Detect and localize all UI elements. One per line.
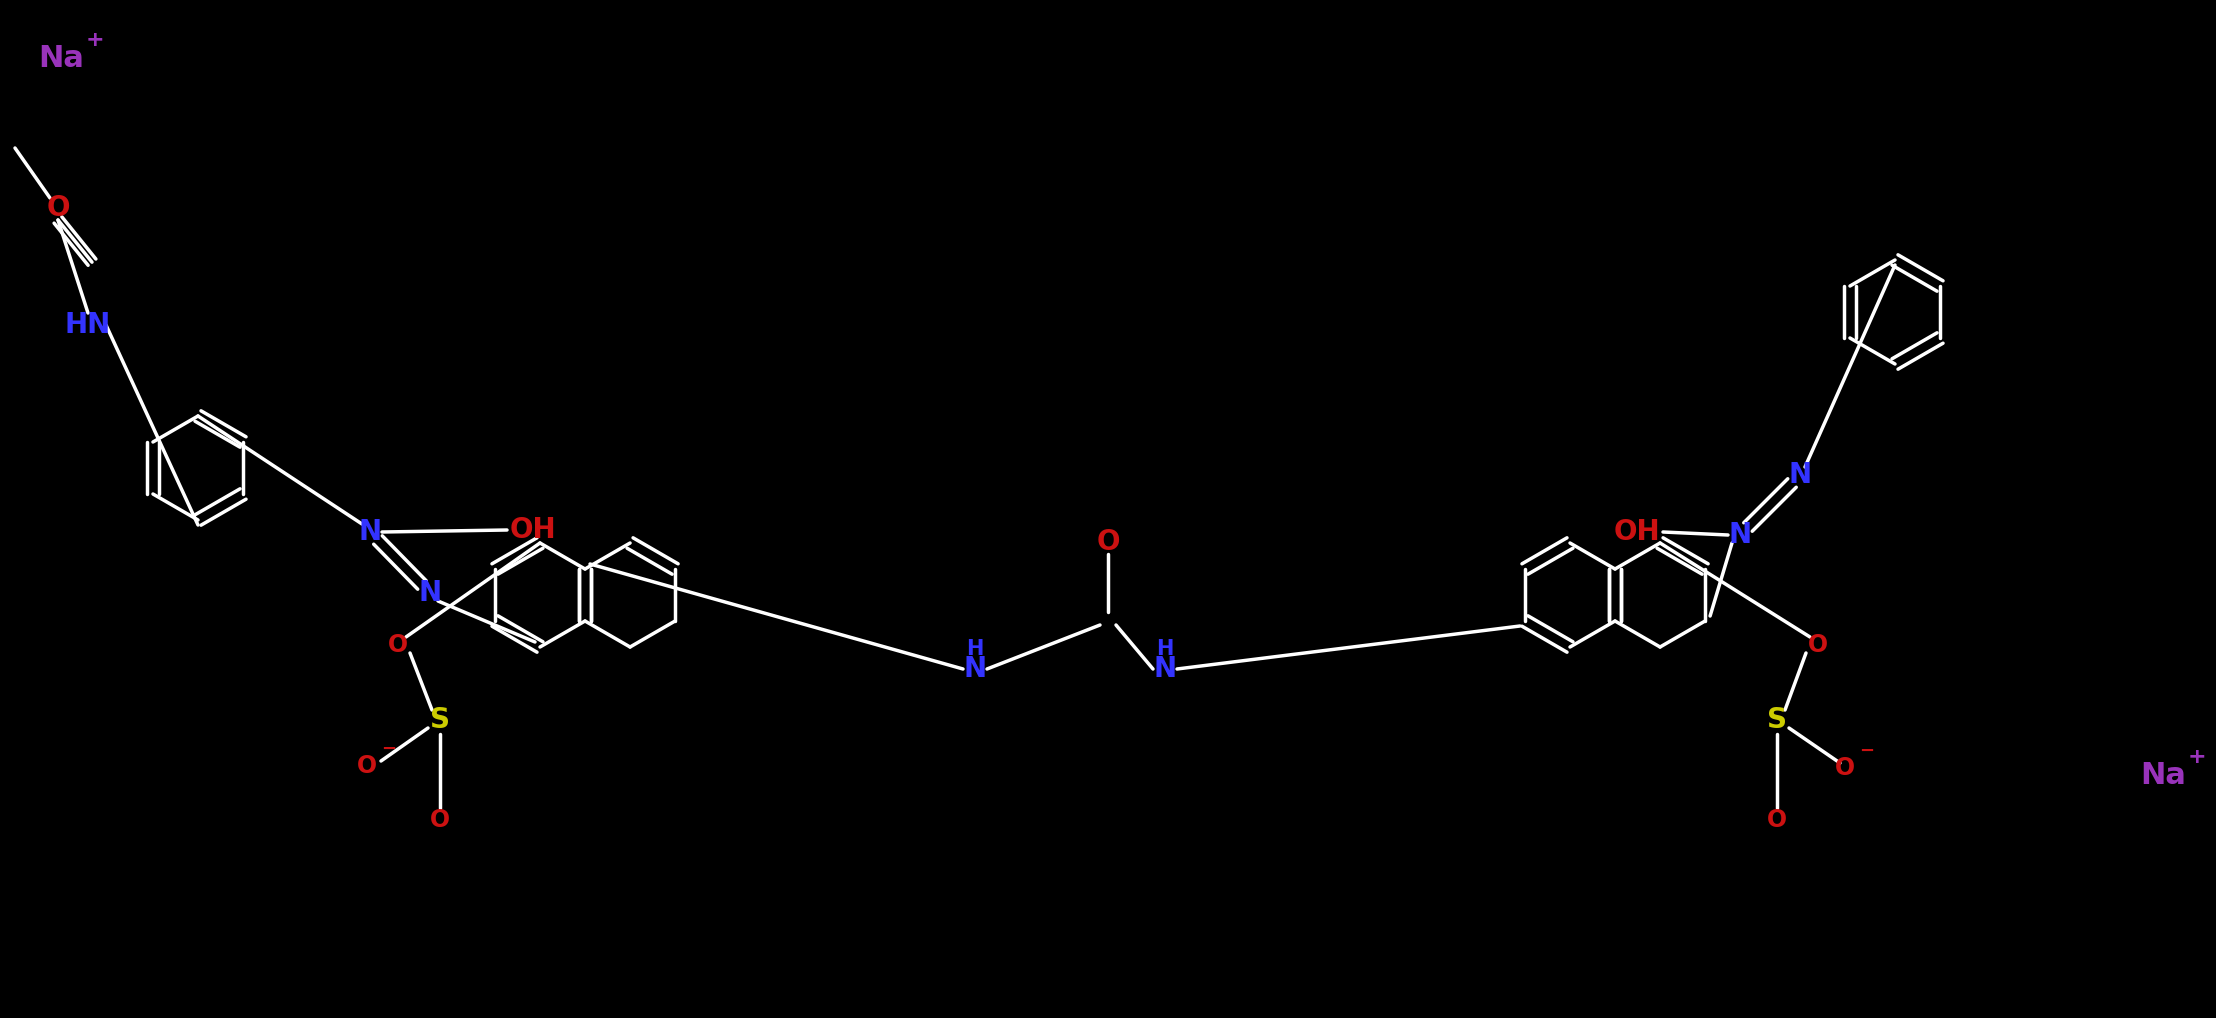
Text: O: O <box>357 754 377 778</box>
Text: S: S <box>430 706 450 734</box>
Text: O: O <box>430 808 450 832</box>
Text: OH: OH <box>1613 518 1660 546</box>
Text: H: H <box>1157 639 1174 659</box>
Text: N: N <box>1788 461 1810 489</box>
Text: +: + <box>2187 747 2207 767</box>
Text: O: O <box>1835 756 1855 780</box>
Text: N: N <box>359 518 381 546</box>
Text: +: + <box>86 30 104 50</box>
Text: O: O <box>1808 633 1828 657</box>
Text: Na: Na <box>2141 760 2185 790</box>
Text: −: − <box>381 740 397 758</box>
Text: N: N <box>1728 521 1751 549</box>
Text: S: S <box>1766 706 1786 734</box>
Text: HN: HN <box>64 312 111 339</box>
Text: N: N <box>1155 655 1177 683</box>
Text: Na: Na <box>38 44 84 72</box>
Text: −: − <box>1859 742 1875 760</box>
Text: H: H <box>966 639 984 659</box>
Text: O: O <box>47 194 69 222</box>
Text: N: N <box>419 579 441 607</box>
Text: O: O <box>1097 528 1119 556</box>
Text: OH: OH <box>510 516 556 544</box>
Text: N: N <box>964 655 986 683</box>
Text: O: O <box>388 633 408 657</box>
Text: O: O <box>1766 808 1786 832</box>
